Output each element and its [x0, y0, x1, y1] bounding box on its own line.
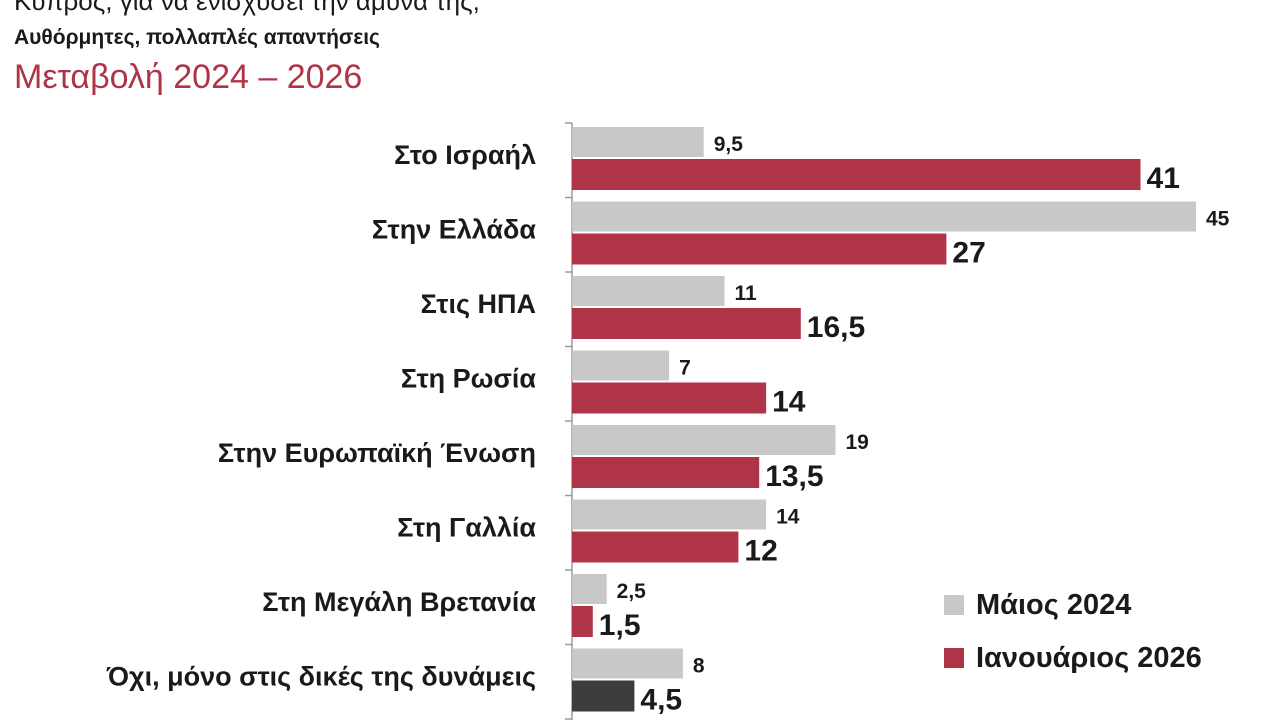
legend-item-2024: Μάιος 2024 [944, 588, 1131, 622]
bar-2024 [572, 574, 607, 604]
data-label-2026: 13,5 [765, 460, 823, 493]
category-label: Στις ΗΠΑ [421, 289, 536, 319]
category-label: Όχι, μόνο στις δικές της δυνάμεις [106, 662, 536, 692]
bar-2026 [572, 233, 947, 265]
category-label: Στη Ρωσία [401, 364, 537, 394]
bar-2026 [572, 531, 739, 563]
bar-2026 [572, 606, 593, 637]
legend-swatch-2026 [944, 648, 964, 668]
legend-label-2026: Ιανουάριος 2026 [976, 641, 1202, 674]
bar-2024 [572, 425, 836, 455]
data-label-2026: 14 [772, 386, 806, 419]
bar-2024 [572, 499, 767, 530]
header-line-1: Κύπρος, για να ενισχύσει την άμυνά της; [14, 0, 480, 16]
bar-2024 [572, 127, 704, 157]
legend-item-2026: Ιανουάριος 2026 [944, 641, 1202, 675]
data-label-2024: 8 [693, 655, 705, 678]
category-label: Στο Ισραήλ [394, 140, 536, 170]
bar-2026 [572, 680, 635, 712]
category-label: Στη Μεγάλη Βρετανία [262, 587, 536, 617]
data-label-2024: 9,5 [714, 133, 744, 156]
category-label: Στην Ελλάδα [372, 215, 536, 245]
legend-swatch-2024 [944, 595, 964, 615]
header-subtitle: Αυθόρμητες, πολλαπλές απαντήσεις [14, 26, 380, 49]
bar-2024 [572, 648, 683, 679]
header-change-title: Μεταβολή 2024 – 2026 [14, 58, 363, 96]
data-label-2026: 4,5 [640, 684, 682, 717]
bar-2026 [572, 382, 767, 414]
data-label-2024: 11 [735, 282, 758, 305]
data-label-2024: 14 [776, 506, 800, 529]
data-label-2026: 16,5 [807, 311, 865, 344]
bar-2026 [572, 159, 1141, 190]
bar-2024 [572, 350, 670, 381]
bar-2024 [572, 201, 1196, 232]
bar-2026 [572, 308, 801, 339]
data-label-2026: 12 [744, 535, 777, 568]
data-label-2024: 45 [1206, 208, 1230, 231]
data-label-2026: 27 [952, 237, 985, 270]
data-label-2024: 19 [845, 431, 868, 454]
data-label-2026: 41 [1147, 162, 1180, 195]
data-label-2024: 2,5 [617, 580, 647, 603]
bar-2026 [572, 457, 760, 488]
legend-label-2024: Μάιος 2024 [976, 588, 1132, 621]
category-label: Στην Ευρωπαϊκή Ένωση [218, 438, 536, 468]
category-label: Στη Γαλλία [397, 513, 536, 543]
data-label-2024: 7 [679, 357, 691, 380]
data-label-2026: 1,5 [599, 609, 641, 642]
bar-2024 [572, 276, 725, 306]
